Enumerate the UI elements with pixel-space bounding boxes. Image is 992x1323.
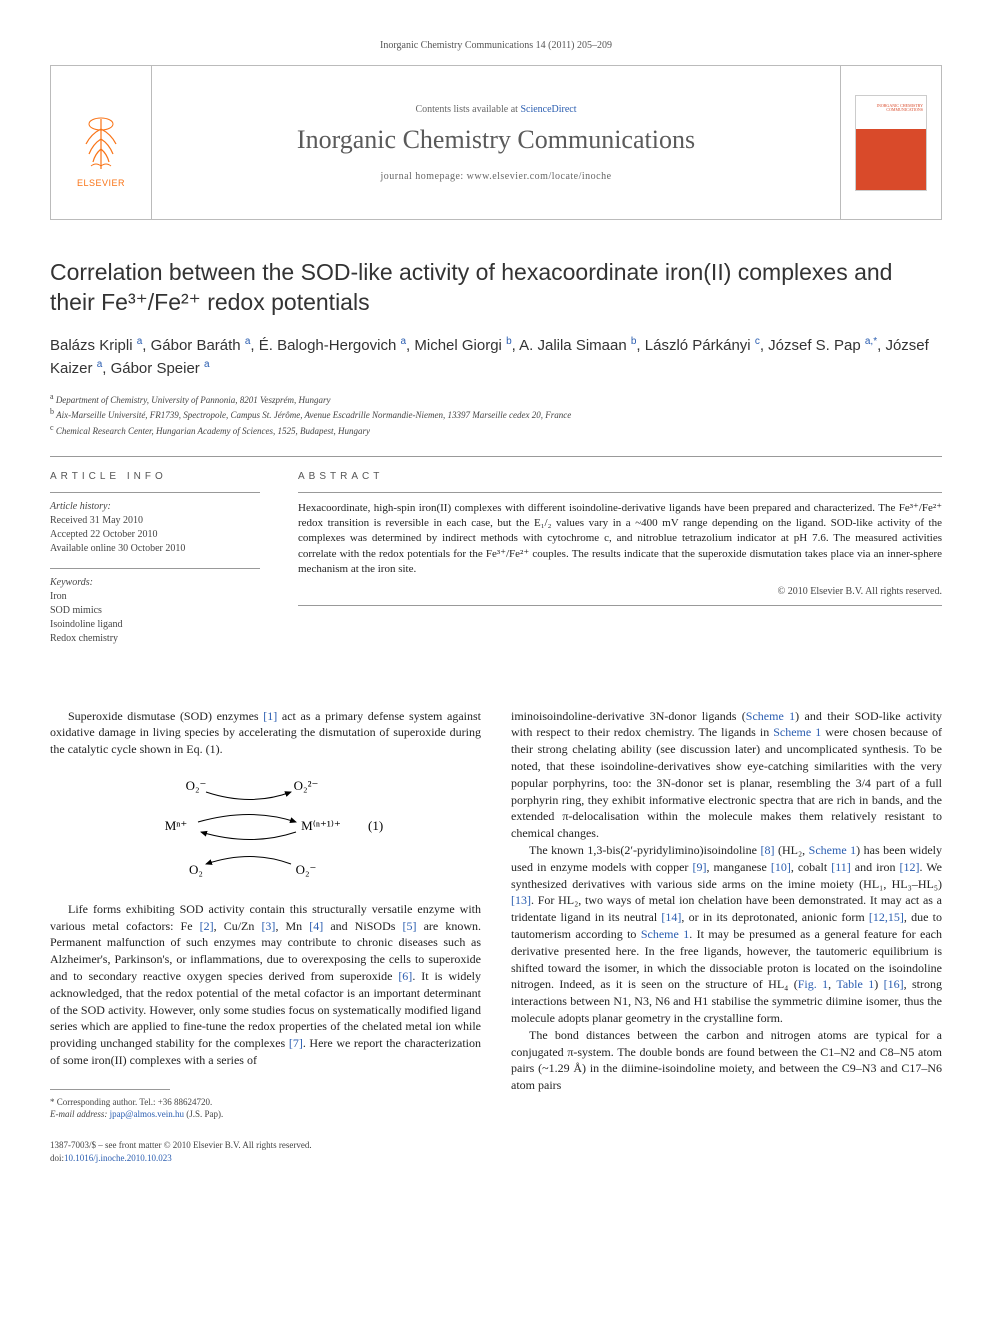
keywords-label: Keywords: [50, 577, 260, 588]
divider [298, 492, 942, 493]
homepage-prefix: journal homepage: [380, 171, 466, 182]
svg-text:O₂⁻: O₂⁻ [295, 862, 316, 877]
cover-title: INORGANIC CHEMISTRY COMMUNICATIONS [856, 104, 923, 113]
email-owner: (J.S. Pap). [186, 1109, 223, 1119]
elsevier-tree-icon [71, 114, 131, 174]
footnote-separator [50, 1089, 170, 1090]
divider [50, 568, 260, 569]
elsevier-logo: ELSEVIER [65, 98, 137, 188]
abstract-copyright: © 2010 Elsevier B.V. All rights reserved… [298, 586, 942, 597]
keyword-item: Redox chemistry [50, 632, 260, 646]
svg-text:(1): (1) [368, 818, 383, 833]
abstract-head: ABSTRACT [298, 471, 942, 482]
body-p1: Superoxide dismutase (SOD) enzymes [1] a… [50, 708, 481, 758]
body-p2: Life forms exhibiting SOD activity conta… [50, 901, 481, 1069]
homepage-url[interactable]: www.elsevier.com/locate/inoche [467, 171, 612, 182]
footnotes: * Corresponding author. Tel.: +36 886247… [50, 1096, 481, 1121]
article-info-head: ARTICLE INFO [50, 471, 260, 482]
svg-text:O₂: O₂ [189, 862, 203, 877]
article-info-column: ARTICLE INFO Article history: Received 3… [50, 471, 260, 646]
svg-text:O₂⁻: O₂⁻ [185, 778, 206, 793]
abstract-text: Hexacoordinate, high-spin iron(II) compl… [298, 501, 942, 578]
scheme-1-ref[interactable]: Scheme 1 [746, 709, 795, 723]
footer-meta: 1387-7003/$ – see front matter © 2010 El… [50, 1139, 481, 1164]
email-label: E-mail address: [50, 1109, 107, 1119]
journal-name: Inorganic Chemistry Communications [297, 125, 695, 155]
keyword-item: Isoindoline ligand [50, 618, 260, 632]
publisher-name: ELSEVIER [77, 178, 125, 188]
doi-prefix: doi: [50, 1153, 64, 1163]
affiliations: a Department of Chemistry, University of… [50, 391, 942, 438]
keyword-item: SOD mimics [50, 604, 260, 618]
keyword-item: Iron [50, 590, 260, 604]
svg-text:O₂²⁻: O₂²⁻ [293, 778, 318, 793]
journal-info: Contents lists available at ScienceDirec… [151, 66, 841, 219]
corresponding-author: * Corresponding author. Tel.: +36 886247… [50, 1096, 481, 1109]
meta-row: ARTICLE INFO Article history: Received 3… [50, 471, 942, 646]
front-matter-line: 1387-7003/$ – see front matter © 2010 El… [50, 1139, 481, 1152]
svg-text:Mⁿ⁺: Mⁿ⁺ [164, 818, 187, 833]
cover-cell: INORGANIC CHEMISTRY COMMUNICATIONS [841, 66, 941, 219]
scheme-1-ref[interactable]: Scheme 1 [773, 725, 821, 739]
history-label: Article history: [50, 501, 260, 512]
email-link[interactable]: jpap@almos.vein.hu [110, 1109, 184, 1119]
abstract-column: ABSTRACT Hexacoordinate, high-spin iron(… [298, 471, 942, 646]
contents-lists-line: Contents lists available at ScienceDirec… [415, 104, 576, 115]
history-item: Available online 30 October 2010 [50, 542, 260, 556]
citation-line: Inorganic Chemistry Communications 14 (2… [50, 40, 942, 51]
equation-1-figure: O₂⁻ O₂²⁻ Mⁿ⁺ M⁽ⁿ⁺¹⁾⁺ O₂ O₂⁻ (1) [50, 772, 481, 887]
journal-header: ELSEVIER Contents lists available at Sci… [50, 65, 942, 220]
journal-cover-thumbnail: INORGANIC CHEMISTRY COMMUNICATIONS [855, 95, 927, 191]
sciencedirect-link[interactable]: ScienceDirect [520, 104, 576, 115]
divider [50, 492, 260, 493]
doi-link[interactable]: 10.1016/j.inoche.2010.10.023 [64, 1153, 172, 1163]
divider [50, 456, 942, 457]
body-p3: iminoisoindoline-derivative 3N-donor lig… [511, 708, 942, 842]
history-item: Received 31 May 2010 [50, 514, 260, 528]
article-title: Correlation between the SOD-like activit… [50, 258, 942, 318]
svg-text:M⁽ⁿ⁺¹⁾⁺: M⁽ⁿ⁺¹⁾⁺ [301, 818, 341, 833]
author-list: Balázs Kripli a, Gábor Baráth a, É. Balo… [50, 334, 942, 381]
publisher-logo-cell: ELSEVIER [51, 66, 151, 219]
history-item: Accepted 22 October 2010 [50, 528, 260, 542]
body-p5: The bond distances between the carbon an… [511, 1027, 942, 1094]
body-p4: The known 1,3-bis(2′-pyridylimino)isoind… [511, 842, 942, 1027]
contents-prefix: Contents lists available at [415, 104, 520, 115]
body-text: Superoxide dismutase (SOD) enzymes [1] a… [50, 708, 942, 1165]
divider [298, 605, 942, 606]
journal-homepage: journal homepage: www.elsevier.com/locat… [380, 171, 611, 182]
